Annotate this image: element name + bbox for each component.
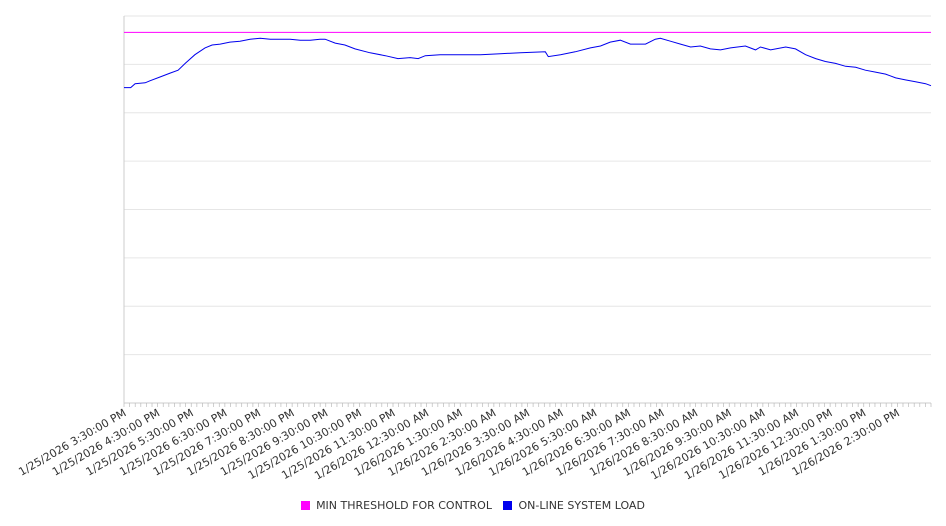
system-load-line	[124, 37, 932, 89]
legend-swatch-load	[503, 501, 513, 510]
legend: MIN THRESHOLD FOR CONTROL ON-LINE SYSTEM…	[0, 499, 946, 513]
legend-label-threshold: MIN THRESHOLD FOR CONTROL	[316, 499, 492, 512]
legend-swatch-threshold	[301, 501, 311, 510]
legend-label-load: ON-LINE SYSTEM LOAD	[518, 499, 645, 512]
legend-item-load[interactable]: ON-LINE SYSTEM LOAD	[503, 499, 645, 512]
legend-item-threshold[interactable]: MIN THRESHOLD FOR CONTROL	[301, 499, 492, 512]
